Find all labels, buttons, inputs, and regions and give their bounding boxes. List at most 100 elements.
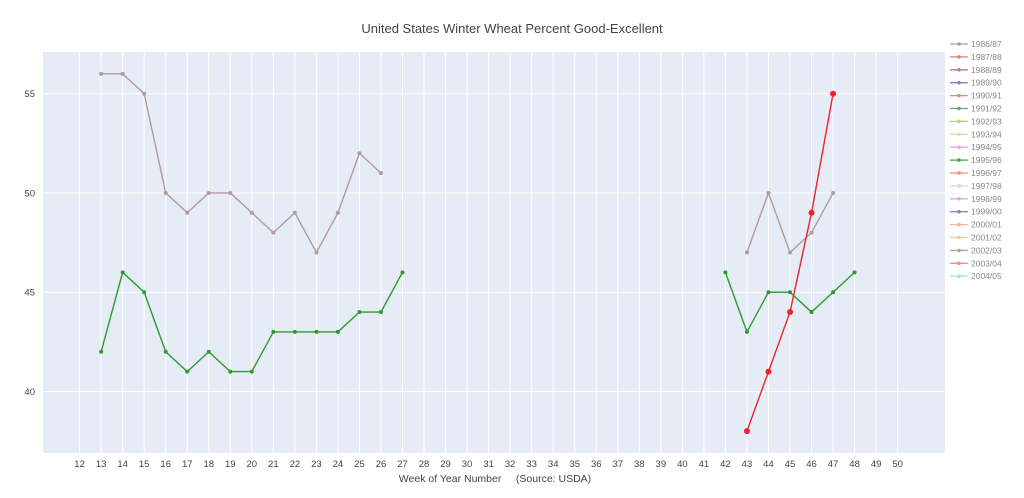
- x-tick-label: 19: [225, 459, 236, 470]
- legend-item[interactable]: 1989/90: [950, 78, 1002, 88]
- legend-item[interactable]: 1993/94: [950, 129, 1002, 139]
- legend-marker: [957, 132, 961, 137]
- legend-marker: [957, 222, 961, 227]
- legend-label: 1996/97: [971, 168, 1002, 178]
- data-point: [335, 329, 340, 334]
- data-point: [163, 190, 168, 195]
- legend-item[interactable]: 2002/03: [950, 245, 1002, 255]
- data-point: [249, 369, 254, 374]
- chart-title: United States Winter Wheat Percent Good-…: [361, 21, 663, 36]
- data-point: [120, 270, 125, 275]
- x-tick-label: 49: [871, 459, 882, 470]
- data-point: [723, 270, 728, 275]
- legend-marker: [957, 55, 961, 59]
- legend-marker: [957, 261, 961, 266]
- legend-marker: [957, 119, 961, 124]
- legend-label: 1997/98: [971, 181, 1002, 191]
- legend-marker: [957, 197, 961, 201]
- x-tick-label: 22: [290, 459, 301, 470]
- legend-item[interactable]: 2004/05: [950, 271, 1002, 281]
- legend-label: 1998/99: [971, 194, 1002, 204]
- data-point: [314, 250, 319, 255]
- legend-item[interactable]: 1986/87: [950, 39, 1002, 49]
- legend-item[interactable]: 1997/98: [950, 181, 1002, 191]
- legend-marker: [957, 80, 961, 85]
- legend-label: 1989/90: [971, 78, 1002, 88]
- x-tick-label: 29: [440, 459, 451, 470]
- legend-item[interactable]: 1990/91: [950, 91, 1002, 101]
- legend-item[interactable]: 1998/99: [950, 194, 1002, 204]
- x-axis-label: Week of Year Number (Source: USDA): [399, 473, 591, 485]
- legend-marker: [957, 171, 961, 175]
- legend-item[interactable]: 2001/02: [950, 233, 1002, 243]
- legend-item[interactable]: 1988/89: [950, 65, 1002, 75]
- legend-label: 2004/05: [971, 271, 1002, 281]
- legend-marker: [957, 93, 961, 98]
- legend-label: 1994/95: [971, 142, 1002, 152]
- legend-item[interactable]: 2003/04: [950, 258, 1002, 268]
- data-point: [809, 310, 814, 315]
- x-tick-label: 26: [376, 459, 387, 470]
- data-point: [142, 91, 147, 96]
- data-point: [249, 210, 254, 215]
- data-point: [206, 349, 211, 354]
- x-tick-label: 41: [699, 459, 710, 470]
- legend-marker: [957, 209, 961, 214]
- legend-marker: [957, 42, 961, 46]
- data-point: [788, 250, 793, 255]
- x-tick-label: 20: [247, 459, 258, 470]
- x-tick-label: 47: [828, 459, 839, 470]
- legend-marker: [957, 274, 961, 279]
- data-point: [744, 329, 749, 334]
- legend-item[interactable]: 1987/88: [950, 52, 1002, 62]
- legend-item[interactable]: 1996/97: [950, 168, 1002, 178]
- x-tick-label: 48: [849, 459, 860, 470]
- data-point: [766, 290, 771, 295]
- data-point: [185, 369, 190, 374]
- legend-item[interactable]: 1992/93: [950, 116, 1002, 126]
- legend-item[interactable]: 1991/92: [950, 104, 1002, 114]
- x-tick-label: 21: [268, 459, 279, 470]
- y-axis-ticks: 40 45 50 55: [24, 89, 35, 398]
- y-tick-label: 45: [24, 288, 35, 299]
- legend-label: 1991/92: [971, 104, 1002, 114]
- legend-label: 1999/00: [971, 207, 1002, 217]
- legend-item[interactable]: 2000/01: [950, 220, 1002, 230]
- x-tick-label: 28: [419, 459, 430, 470]
- data-point: [271, 329, 276, 334]
- plot-area: [43, 52, 945, 453]
- x-tick-label: 40: [677, 459, 688, 470]
- x-tick-label: 46: [806, 459, 817, 470]
- x-tick-label: 25: [354, 459, 365, 470]
- legend-label: 1995/96: [971, 155, 1002, 165]
- legend-marker: [957, 68, 961, 72]
- x-tick-label: 43: [742, 459, 753, 470]
- x-tick-label: 45: [785, 459, 796, 470]
- series-points: [99, 71, 857, 435]
- legend-label: 1988/89: [971, 65, 1002, 75]
- legend-item[interactable]: 1999/00: [950, 207, 1002, 217]
- legend-item[interactable]: 1994/95: [950, 142, 1002, 152]
- legend-label: 2003/04: [971, 258, 1002, 268]
- data-point: [120, 71, 125, 76]
- data-point: [292, 210, 297, 215]
- x-tick-label: 33: [526, 459, 537, 470]
- x-tick-label: 12: [74, 459, 85, 470]
- data-point: [185, 210, 190, 215]
- x-tick-label: 37: [612, 459, 623, 470]
- legend-marker: [957, 248, 961, 253]
- data-point: [831, 290, 836, 295]
- data-point: [787, 309, 794, 316]
- data-point: [314, 329, 319, 334]
- data-point: [809, 230, 814, 235]
- x-tick-label: 44: [763, 459, 774, 470]
- data-point: [357, 310, 362, 315]
- legend-item[interactable]: 1995/96: [950, 155, 1002, 165]
- x-tick-label: 42: [720, 459, 731, 470]
- legend-label: 1992/93: [971, 116, 1002, 126]
- y-tick-label: 50: [24, 188, 35, 199]
- gridlines: [43, 52, 945, 453]
- series-line: [101, 73, 382, 254]
- data-point: [744, 250, 749, 255]
- data-point: [852, 270, 857, 275]
